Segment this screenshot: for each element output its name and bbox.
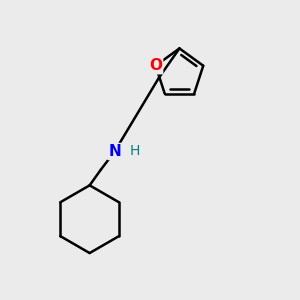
Text: O: O [149,58,162,73]
Text: N: N [108,144,121,159]
Text: H: H [130,145,140,158]
